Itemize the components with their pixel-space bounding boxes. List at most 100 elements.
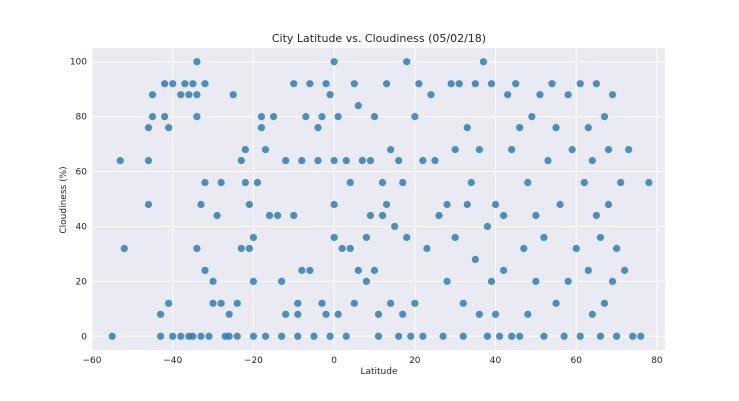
data-point <box>431 156 439 165</box>
data-point <box>237 244 245 253</box>
data-point <box>637 332 645 340</box>
data-point <box>241 178 249 187</box>
data-point <box>576 80 584 88</box>
data-point <box>354 102 362 110</box>
data-point <box>487 277 496 285</box>
data-point <box>217 299 225 307</box>
data-point <box>330 200 338 209</box>
data-point <box>169 332 177 340</box>
data-point <box>374 332 383 340</box>
data-point <box>148 113 157 121</box>
y-tick-label: 100 <box>70 58 87 68</box>
data-point <box>604 145 613 154</box>
data-point <box>144 124 153 132</box>
data-point <box>520 244 528 253</box>
data-point <box>407 332 415 340</box>
data-point <box>290 211 298 220</box>
data-point <box>249 332 258 340</box>
data-point <box>524 310 532 318</box>
data-point <box>165 299 173 307</box>
data-point <box>564 91 572 99</box>
data-point <box>334 113 342 121</box>
data-point <box>201 178 209 187</box>
data-point <box>463 200 471 209</box>
data-point <box>144 200 153 209</box>
data-point <box>499 211 508 220</box>
data-point <box>629 332 637 340</box>
data-point <box>455 80 463 88</box>
data-point <box>241 145 249 154</box>
data-point <box>532 277 540 285</box>
y-tick-labels: 0 20 40 60 80 100 <box>70 58 87 343</box>
data-point <box>491 200 500 209</box>
y-tick-label: 60 <box>76 168 88 178</box>
data-point <box>588 156 596 165</box>
data-point <box>366 211 375 220</box>
data-point <box>504 91 512 99</box>
data-point <box>645 178 653 187</box>
data-point <box>435 211 443 220</box>
data-point <box>600 299 609 307</box>
data-point <box>294 332 302 340</box>
data-point <box>233 299 241 307</box>
data-point <box>516 124 524 132</box>
data-point <box>419 156 427 165</box>
data-point <box>560 332 568 340</box>
data-point <box>334 310 342 318</box>
data-point <box>282 156 290 165</box>
y-tick-label: 40 <box>76 222 88 232</box>
data-point <box>395 332 403 340</box>
data-point <box>245 244 253 253</box>
data-point <box>512 80 520 88</box>
data-point <box>193 244 201 253</box>
y-tick-label: 80 <box>76 113 88 123</box>
data-point <box>298 156 306 165</box>
data-point <box>193 113 201 121</box>
x-tick-label: −40 <box>163 356 182 366</box>
data-point <box>261 332 270 340</box>
data-point <box>290 80 298 88</box>
data-point <box>459 299 467 307</box>
data-point <box>346 178 354 187</box>
data-point <box>447 80 455 88</box>
data-point <box>237 156 245 165</box>
x-tick-label: 20 <box>409 356 421 366</box>
data-point <box>193 91 201 99</box>
data-point <box>427 91 435 99</box>
data-point <box>625 145 633 154</box>
data-point <box>354 266 362 274</box>
data-point <box>326 332 334 340</box>
data-point <box>213 211 221 220</box>
data-point <box>576 332 584 340</box>
data-point <box>362 233 370 242</box>
data-point <box>544 156 552 165</box>
data-point <box>475 145 483 154</box>
data-point <box>350 80 358 88</box>
data-point <box>161 80 169 88</box>
data-point <box>403 58 411 66</box>
data-point <box>524 178 532 187</box>
data-point <box>326 91 334 99</box>
data-point <box>516 332 524 340</box>
data-point <box>411 299 419 307</box>
data-point <box>596 332 605 340</box>
data-point <box>261 145 270 154</box>
data-point <box>588 310 596 318</box>
data-point <box>564 277 572 285</box>
data-point <box>350 299 358 307</box>
data-point <box>419 332 427 340</box>
x-tick-label: −20 <box>244 356 263 366</box>
x-tick-label: 0 <box>331 356 337 366</box>
data-point <box>278 332 286 340</box>
data-point <box>548 80 556 88</box>
data-point <box>177 91 185 99</box>
data-point <box>116 156 124 165</box>
chart-title: City Latitude vs. Cloudiness (05/02/18) <box>272 32 486 45</box>
data-point <box>459 332 467 340</box>
data-point <box>479 58 488 66</box>
data-point <box>608 277 617 285</box>
data-point <box>169 80 177 88</box>
y-axis-label: Cloudiness (%) <box>59 166 69 233</box>
